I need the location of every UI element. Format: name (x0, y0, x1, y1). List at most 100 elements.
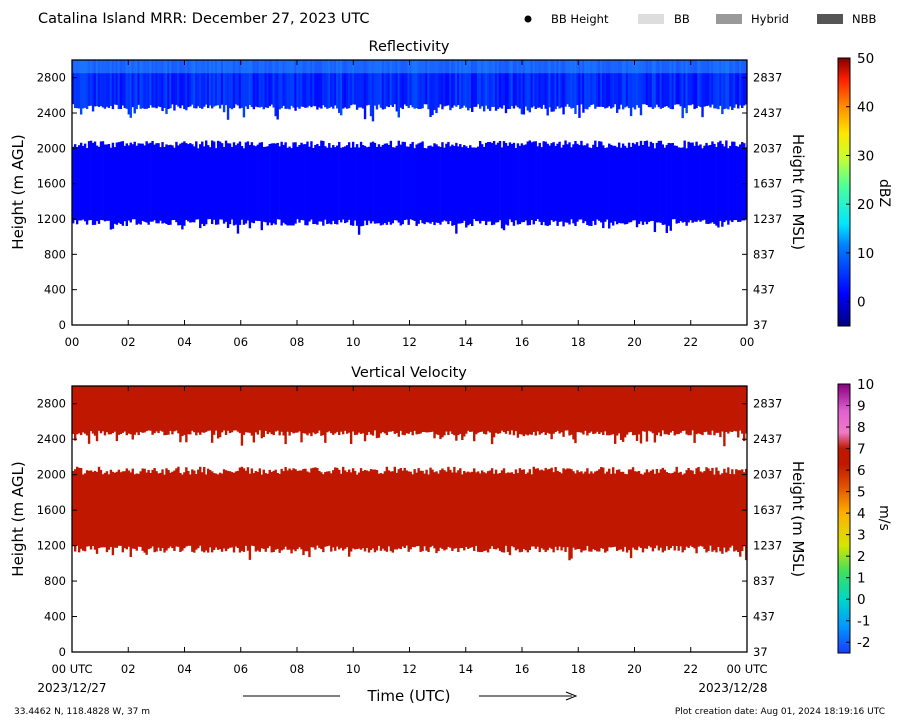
data-column-upper (540, 60, 543, 109)
data-column-upper (125, 386, 128, 436)
data-column-lower (701, 472, 704, 547)
data-column-lower (300, 142, 303, 220)
data-column-upper (310, 60, 313, 108)
data-column-lower (399, 144, 402, 226)
data-column-lower (191, 144, 194, 223)
data-column-lower (681, 147, 684, 223)
y-tick-label-right: 837 (753, 247, 775, 261)
data-column-lower (387, 470, 391, 547)
data-column-lower (600, 141, 603, 223)
data-column-upper (675, 386, 678, 435)
data-column-lower (81, 145, 85, 220)
data-column-upper (544, 60, 547, 109)
data-column-upper (179, 386, 182, 443)
data-column-lower (661, 467, 665, 553)
data-column-lower (236, 470, 240, 549)
data-column-upper (526, 386, 530, 436)
data-column-upper (506, 60, 510, 109)
data-column-lower (625, 147, 629, 224)
data-column-upper (95, 386, 99, 442)
data-column-lower (695, 141, 698, 222)
data-column-lower (274, 469, 277, 550)
data-column-upper (691, 386, 694, 431)
data-column-lower (526, 472, 530, 553)
data-column-upper (326, 60, 329, 109)
data-column-lower (639, 140, 643, 222)
data-column-lower (679, 471, 682, 547)
data-column-lower (594, 140, 597, 225)
data-column-lower (649, 141, 653, 222)
data-column-upper (236, 60, 240, 106)
data-column-upper (343, 60, 347, 108)
data-column-upper (222, 60, 226, 113)
data-column-upper (417, 386, 420, 435)
data-column-lower (282, 471, 285, 550)
data-column-upper (201, 60, 204, 109)
data-column-upper (83, 386, 87, 434)
data-column-upper (99, 60, 103, 107)
data-column-lower (488, 141, 492, 222)
data-column-lower (417, 143, 420, 224)
data-column-upper (187, 60, 190, 108)
data-column-lower (558, 472, 561, 547)
data-column-lower (363, 145, 367, 221)
colorbar-tick-label: 30 (857, 148, 874, 164)
data-column-upper (230, 60, 234, 110)
data-column-upper (596, 60, 599, 107)
data-column-lower (643, 472, 647, 549)
data-column-upper (709, 60, 712, 108)
data-column-upper (409, 386, 412, 432)
legend-swatch-hybrid (716, 14, 742, 24)
data-column-upper (725, 60, 728, 109)
data-column-lower (663, 147, 667, 225)
data-column-upper (707, 386, 710, 435)
data-column-upper (580, 60, 583, 105)
data-column-upper (681, 60, 684, 119)
data-column-upper (745, 60, 748, 105)
data-column-upper (214, 60, 218, 106)
data-column-lower (383, 471, 387, 551)
data-column-lower (689, 470, 692, 546)
data-column-upper (665, 60, 668, 107)
data-column-upper (612, 60, 615, 108)
data-column-upper (703, 386, 706, 433)
data-column-lower (733, 474, 736, 552)
data-column-upper (520, 386, 524, 435)
data-column-lower (185, 467, 188, 547)
data-column-upper (304, 386, 307, 434)
data-column-lower (157, 143, 160, 224)
data-column-lower (546, 469, 549, 551)
data-column-lower (602, 467, 605, 549)
data-column-upper (93, 60, 97, 107)
data-column-lower (171, 471, 174, 549)
data-column-lower (576, 470, 579, 550)
data-column-lower (673, 471, 676, 551)
data-column-lower (260, 142, 263, 231)
data-column-lower (342, 147, 345, 220)
data-column-upper (159, 60, 162, 108)
data-column-upper (683, 386, 686, 431)
data-column-upper (207, 60, 210, 109)
data-column-lower (342, 466, 345, 551)
data-column-lower (409, 143, 412, 220)
data-column-lower (671, 142, 674, 220)
data-column-lower (159, 472, 162, 552)
data-column-upper (338, 386, 341, 435)
data-column-lower (250, 142, 254, 223)
data-column-lower (619, 471, 623, 550)
data-column-upper (486, 386, 490, 432)
legend-swatch-bb (638, 14, 664, 24)
velocity-colorbar (837, 383, 851, 654)
data-column-upper (558, 60, 561, 109)
data-column-upper (367, 386, 371, 433)
data-column-lower (610, 473, 613, 548)
data-column-upper (707, 60, 710, 106)
data-column-upper (385, 60, 389, 107)
data-column-upper (304, 60, 307, 108)
data-column-lower (482, 146, 486, 222)
data-column-lower (93, 470, 97, 550)
data-column-lower (514, 469, 518, 551)
data-column-upper (469, 60, 472, 109)
data-column-lower (72, 146, 75, 224)
data-column-upper (210, 60, 214, 109)
